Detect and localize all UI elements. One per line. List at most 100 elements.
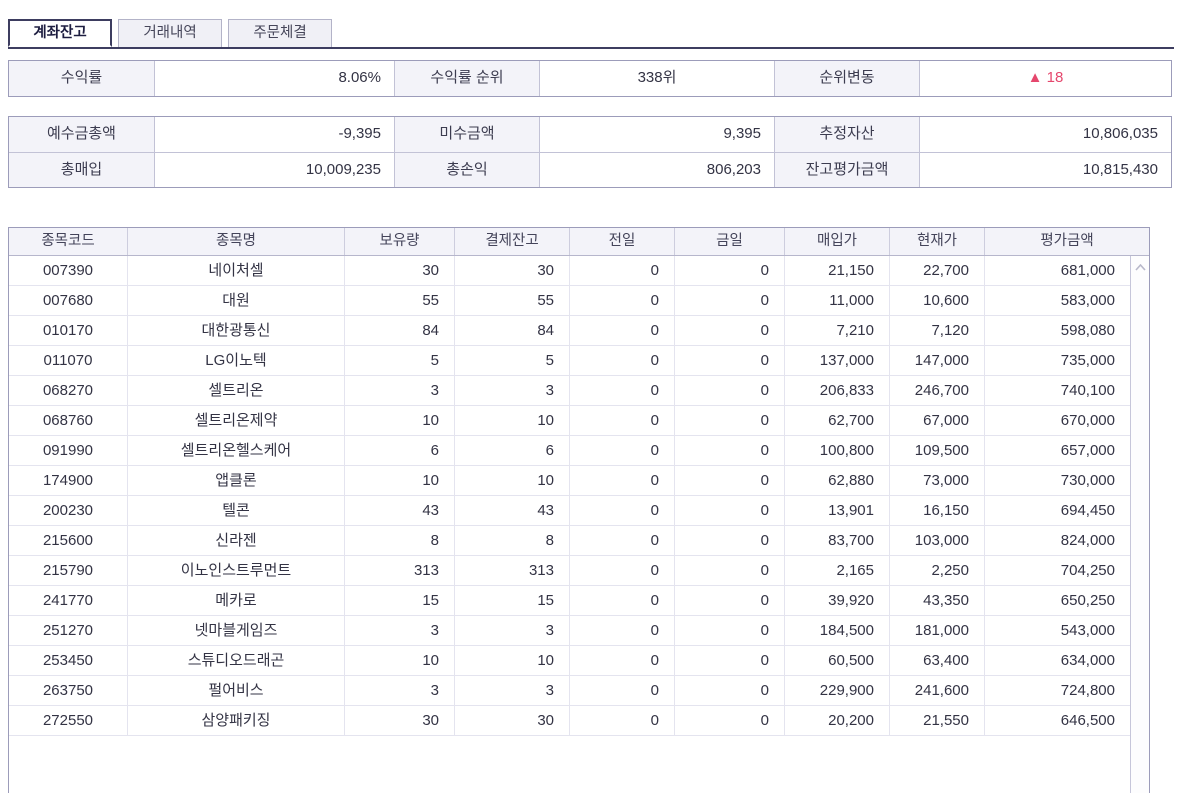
table-row[interactable]: 174900 앱클론 10 10 0 0 62,880 73,000 730,000 [9,466,1130,496]
table-row[interactable]: 091990 셀트리온헬스케어 6 6 0 0 100,800 109,500 657,000 [9,436,1130,466]
table-row[interactable]: 272550 삼양패키징 30 30 0 0 20,200 21,550 646,500 [9,706,1130,736]
table-cell: 0 [570,616,675,645]
table-cell: 대원 [128,286,345,315]
col-header-purchase-price: 매입가 [785,228,890,255]
tab-account-balance[interactable]: 계좌잔고 [8,19,112,47]
rank-up-triangle-icon: ▲ [1027,69,1043,86]
col-header-current-price: 현재가 [890,228,985,255]
table-cell: 16,150 [890,496,985,525]
table-row[interactable]: 215790 이노인스트루먼트 313 313 0 0 2,165 2,250 704,250 [9,556,1130,586]
table-cell: 174900 [9,466,128,495]
table-cell: 007680 [9,286,128,315]
table-cell: 3 [345,376,455,405]
table-cell: 0 [570,586,675,615]
table-cell: 신라젠 [128,526,345,555]
table-cell: 735,000 [1060,352,1115,369]
table-row[interactable]: 215600 신라젠 8 8 0 0 83,700 103,000 824,000 [9,526,1130,556]
table-row[interactable]: 068270 셀트리온 3 3 0 0 206,833 246,700 740,100 [9,376,1130,406]
table-cell: 824,000 [1060,532,1115,549]
table-cell: 100,800 [785,436,890,465]
table-cell: 0 [570,526,675,555]
table-cell: 62,880 [785,466,890,495]
table-cell: 0 [570,316,675,345]
estimated-assets-label: 추정자산 [775,117,920,152]
return-rank-label: 수익률 순위 [395,61,540,96]
table-cell: 스튜디오드래곤 [128,646,345,675]
table-cell: 0 [675,316,785,345]
table-cell: 313 [345,556,455,585]
table-row[interactable]: 263750 펄어비스 3 3 0 0 229,900 241,600 724,800 [9,676,1130,706]
table-cell: 30 [345,256,455,285]
table-cell: 0 [570,466,675,495]
table-cell: 10 [455,466,570,495]
table-cell: 이노인스트루먼트 [128,556,345,585]
table-cell: 10 [455,646,570,675]
table-cell: 3 [455,616,570,645]
table-cell: 0 [675,586,785,615]
table-row[interactable]: 007680 대원 55 55 0 0 11,000 10,600 583,000 [9,286,1130,316]
total-purchase-value: 10,009,235 [155,152,395,187]
holdings-table-header: 종목코드 종목명 보유량 결제잔고 전일 금일 매입가 현재가 평가금액 [9,228,1149,256]
table-cell: 0 [570,496,675,525]
table-cell: 텔콘 [128,496,345,525]
scroll-up-arrow-icon[interactable] [1131,256,1149,278]
table-cell: 730,000 [1060,472,1115,489]
table-cell: 181,000 [890,616,985,645]
table-row[interactable]: 251270 넷마블게임즈 3 3 0 0 184,500 181,000 543,000 [9,616,1130,646]
table-cell: 63,400 [890,646,985,675]
table-cell: 543,000 [1060,622,1115,639]
table-row[interactable]: 200230 텔콘 43 43 0 0 13,901 16,150 694,450 [9,496,1130,526]
table-cell: 0 [570,676,675,705]
table-cell: 39,920 [785,586,890,615]
table-cell: 10 [345,406,455,435]
table-row[interactable]: 011070 LG이노텍 5 5 0 0 137,000 147,000 735,000 [9,346,1130,376]
table-cell: 0 [570,436,675,465]
table-row[interactable]: 241770 메카로 15 15 0 0 39,920 43,350 650,250 [9,586,1130,616]
rank-change-number: 18 [1046,69,1064,86]
table-cell: 670,000 [1060,412,1115,429]
table-row[interactable]: 253450 스튜디오드래곤 10 10 0 0 60,500 63,400 634,000 [9,646,1130,676]
holdings-table-body: 007390 네이처셀 30 30 0 0 21,150 22,700 681,000 00768… [9,256,1130,793]
col-header-valuation-amount: 평가금액 [1040,233,1094,249]
table-row[interactable]: 007390 네이처셀 30 30 0 0 21,150 22,700 681,000 [9,256,1130,286]
table-cell: 0 [675,346,785,375]
table-cell: 583,000 [1060,292,1115,309]
table-cell: 15 [455,586,570,615]
table-row[interactable]: 068760 셀트리온제약 10 10 0 0 62,700 67,000 670,000 [9,406,1130,436]
table-cell: 0 [570,286,675,315]
table-scrollbar[interactable] [1130,256,1149,793]
table-cell: 011070 [9,346,128,375]
table-cell: 7,120 [890,316,985,345]
table-cell: 0 [675,436,785,465]
table-cell: 184,500 [785,616,890,645]
table-row[interactable]: 010170 대한광통신 84 84 0 0 7,210 7,120 598,080 [9,316,1130,346]
balance-valuation-label: 잔고평가금액 [775,152,920,187]
table-cell: 3 [455,676,570,705]
table-cell: 263750 [9,676,128,705]
table-cell: 0 [570,706,675,735]
table-cell: 20,200 [785,706,890,735]
col-header-stock-name: 종목명 [128,228,345,255]
table-cell: 5 [345,346,455,375]
table-cell: 007390 [9,256,128,285]
table-cell: 2,165 [785,556,890,585]
return-rate-label: 수익률 [9,61,155,96]
table-cell: 200230 [9,496,128,525]
table-cell: 43 [455,496,570,525]
table-cell: 55 [455,286,570,315]
table-cell: 30 [455,706,570,735]
rank-change-label: 순위변동 [775,61,920,96]
rank-change-value: ▲ 18 [920,61,1171,96]
account-balance-panel: 계좌잔고 거래내역 주문체결 수익률 8.06% 수익률 순위 338위 순위변… [0,19,1182,793]
tab-transaction-history[interactable]: 거래내역 [118,19,222,47]
performance-summary: 수익률 8.06% 수익률 순위 338위 순위변동 ▲ 18 [8,60,1172,97]
table-cell: 215790 [9,556,128,585]
table-cell: 215600 [9,526,128,555]
table-cell: 30 [455,256,570,285]
table-cell: LG이노텍 [128,346,345,375]
table-cell: 010170 [9,316,128,345]
table-cell: 0 [675,406,785,435]
table-cell: 657,000 [1060,442,1115,459]
total-purchase-label: 총매입 [9,152,155,187]
tab-order-execution[interactable]: 주문체결 [228,19,332,47]
